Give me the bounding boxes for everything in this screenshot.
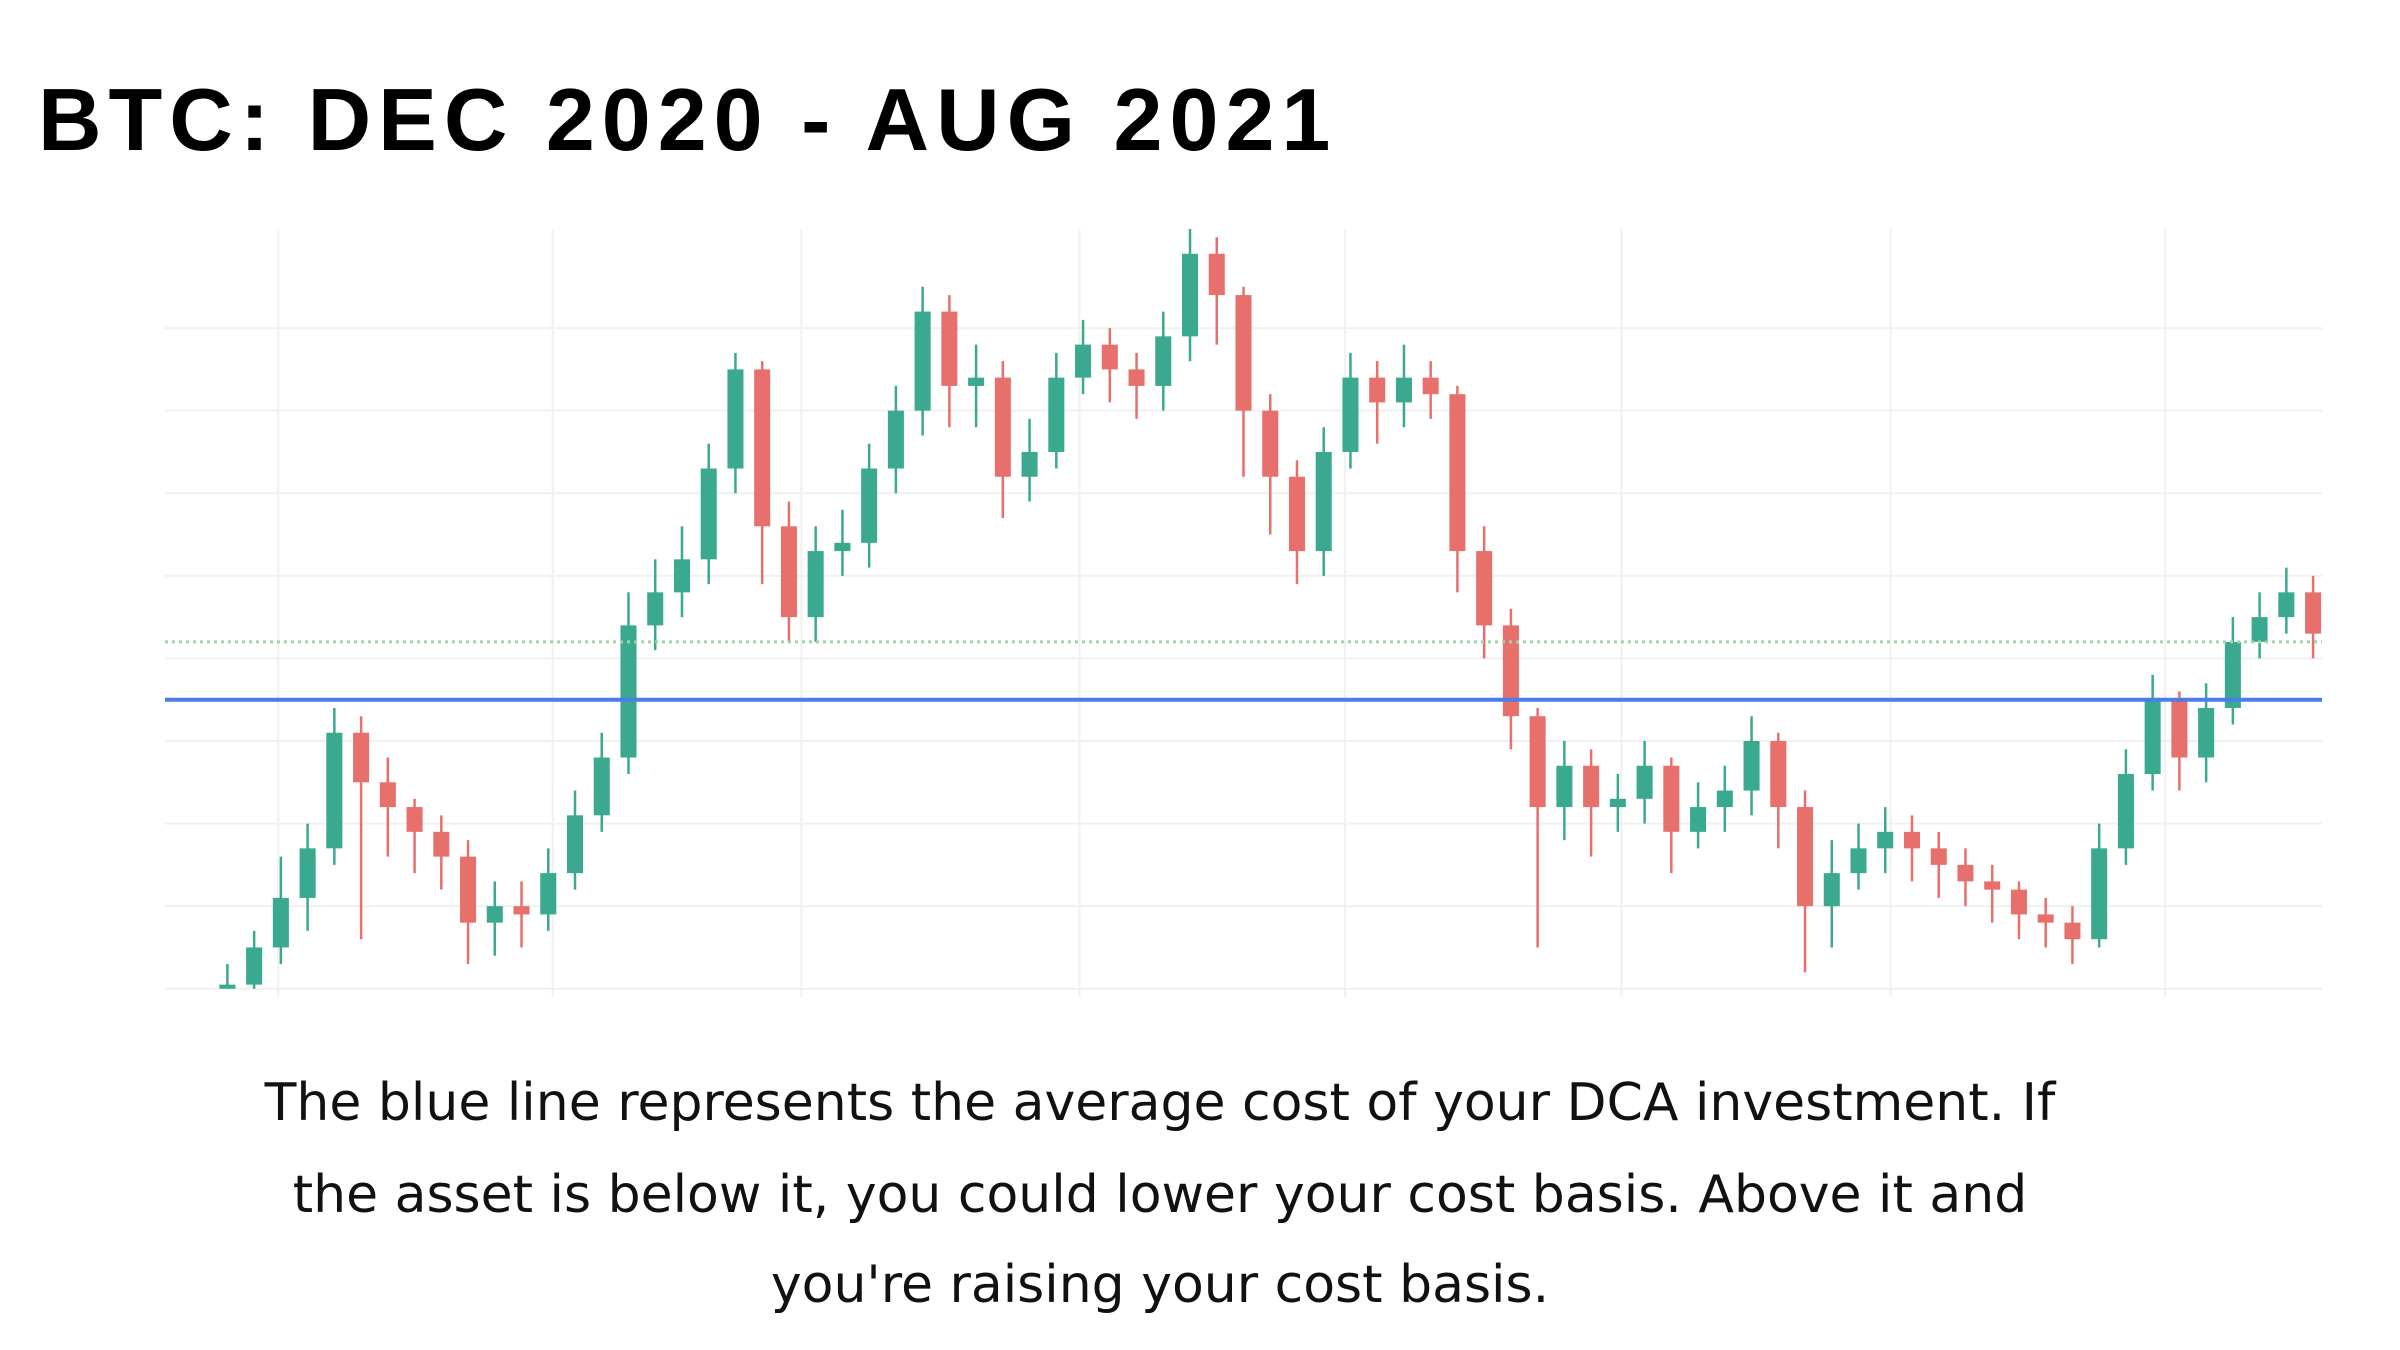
candle-body <box>1155 336 1172 386</box>
candle-body <box>1690 807 1707 832</box>
chart-title: BTC: DEC 2020 - AUG 2021 <box>38 70 1337 169</box>
candle-body <box>2251 617 2268 642</box>
candle-body <box>2171 699 2188 758</box>
candle-body <box>1235 295 1252 411</box>
candle-body <box>379 782 396 808</box>
candle-body <box>1502 625 1519 717</box>
candle-body <box>2064 922 2081 940</box>
candle-body <box>2305 592 2322 634</box>
candle-body <box>834 542 851 552</box>
candle-body <box>2037 914 2054 923</box>
candle-body <box>353 732 370 783</box>
candle-body <box>486 906 503 923</box>
candle-body <box>1395 377 1412 403</box>
candle-body <box>1262 410 1279 477</box>
candle-body <box>1048 377 1065 452</box>
candle-body <box>540 873 557 915</box>
candle-body <box>861 468 878 543</box>
candle-body <box>673 559 690 593</box>
candle-body <box>994 377 1011 477</box>
candle-body <box>2091 848 2108 940</box>
candle-body <box>1716 790 1733 808</box>
candle-body <box>1075 344 1092 378</box>
candle-body <box>2278 592 2295 618</box>
candle-body <box>1663 765 1680 832</box>
candle-body <box>1609 798 1626 808</box>
candle-body <box>620 625 637 758</box>
candle-body <box>1770 741 1787 808</box>
candle-body <box>1930 848 1947 865</box>
caption-line: the asset is below it, you could lower y… <box>293 1165 2028 1225</box>
candle-body <box>780 526 797 618</box>
candle-body <box>513 906 530 915</box>
candle-body <box>406 807 423 832</box>
candle-body <box>647 592 664 626</box>
candle-body <box>433 831 450 857</box>
candle-body <box>1208 253 1225 296</box>
candle-body <box>754 369 771 527</box>
plot <box>165 229 2322 997</box>
candle-body <box>941 311 958 386</box>
candle-body <box>1903 831 1921 849</box>
candle-body <box>2224 641 2241 708</box>
candle-body <box>272 897 289 948</box>
candle-body <box>2010 889 2027 915</box>
candle-body <box>1181 253 1199 337</box>
candle-body <box>887 410 904 469</box>
candle-body <box>246 947 263 985</box>
candle-body <box>1128 369 1145 386</box>
candle-body <box>1797 807 1814 907</box>
candle-body <box>1984 881 2001 890</box>
candle-body <box>1369 377 1386 403</box>
candle-body <box>1556 765 1573 808</box>
candle-body <box>326 732 343 849</box>
candle-body <box>1583 765 1600 808</box>
candle-body <box>219 984 236 989</box>
candle-body <box>1957 864 1974 882</box>
candle-body <box>1823 873 1840 907</box>
candle-body <box>1850 848 1867 874</box>
caption-line: you're raising your cost basis. <box>771 1255 1549 1315</box>
candle-body <box>1021 451 1038 477</box>
caption-line: The blue line represents the average cos… <box>264 1073 2057 1133</box>
candle-body <box>1449 394 1466 552</box>
candle-body <box>1288 476 1306 552</box>
candle-body <box>460 856 477 923</box>
candle-body <box>593 757 610 816</box>
candle-body <box>1342 377 1359 452</box>
candle-body <box>914 311 931 411</box>
candle-body <box>1315 451 1332 552</box>
candle-body <box>1422 377 1439 395</box>
candle-body <box>1877 831 1894 849</box>
candle-body <box>2198 707 2215 758</box>
candle-body <box>1529 716 1546 808</box>
candle-body <box>807 551 824 618</box>
candle-body <box>1743 741 1760 791</box>
candle-body <box>566 815 584 874</box>
candle-body <box>1636 765 1653 799</box>
candle-body <box>2144 699 2161 775</box>
candle-body <box>968 377 985 386</box>
candle-body <box>299 848 316 898</box>
candle-body <box>727 369 744 469</box>
candle-body <box>1101 344 1118 370</box>
candle-body <box>2117 774 2134 849</box>
candle-body <box>700 468 717 560</box>
candle-body <box>1476 551 1493 626</box>
